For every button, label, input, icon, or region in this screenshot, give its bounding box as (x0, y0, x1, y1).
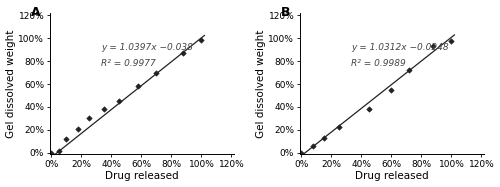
Text: y = 1.0397x −0.038: y = 1.0397x −0.038 (102, 43, 194, 52)
Text: A: A (32, 6, 41, 19)
X-axis label: Drug released: Drug released (106, 171, 179, 181)
Text: B: B (282, 6, 291, 19)
Text: R² = 0.9977: R² = 0.9977 (102, 59, 156, 68)
Y-axis label: Gel dissolved weight: Gel dissolved weight (6, 29, 16, 138)
Y-axis label: Gel dissolved weight: Gel dissolved weight (256, 29, 266, 138)
Text: R² = 0.9989: R² = 0.9989 (352, 59, 406, 68)
Text: y = 1.0312x −0.0248: y = 1.0312x −0.0248 (352, 43, 449, 52)
X-axis label: Drug released: Drug released (356, 171, 429, 181)
